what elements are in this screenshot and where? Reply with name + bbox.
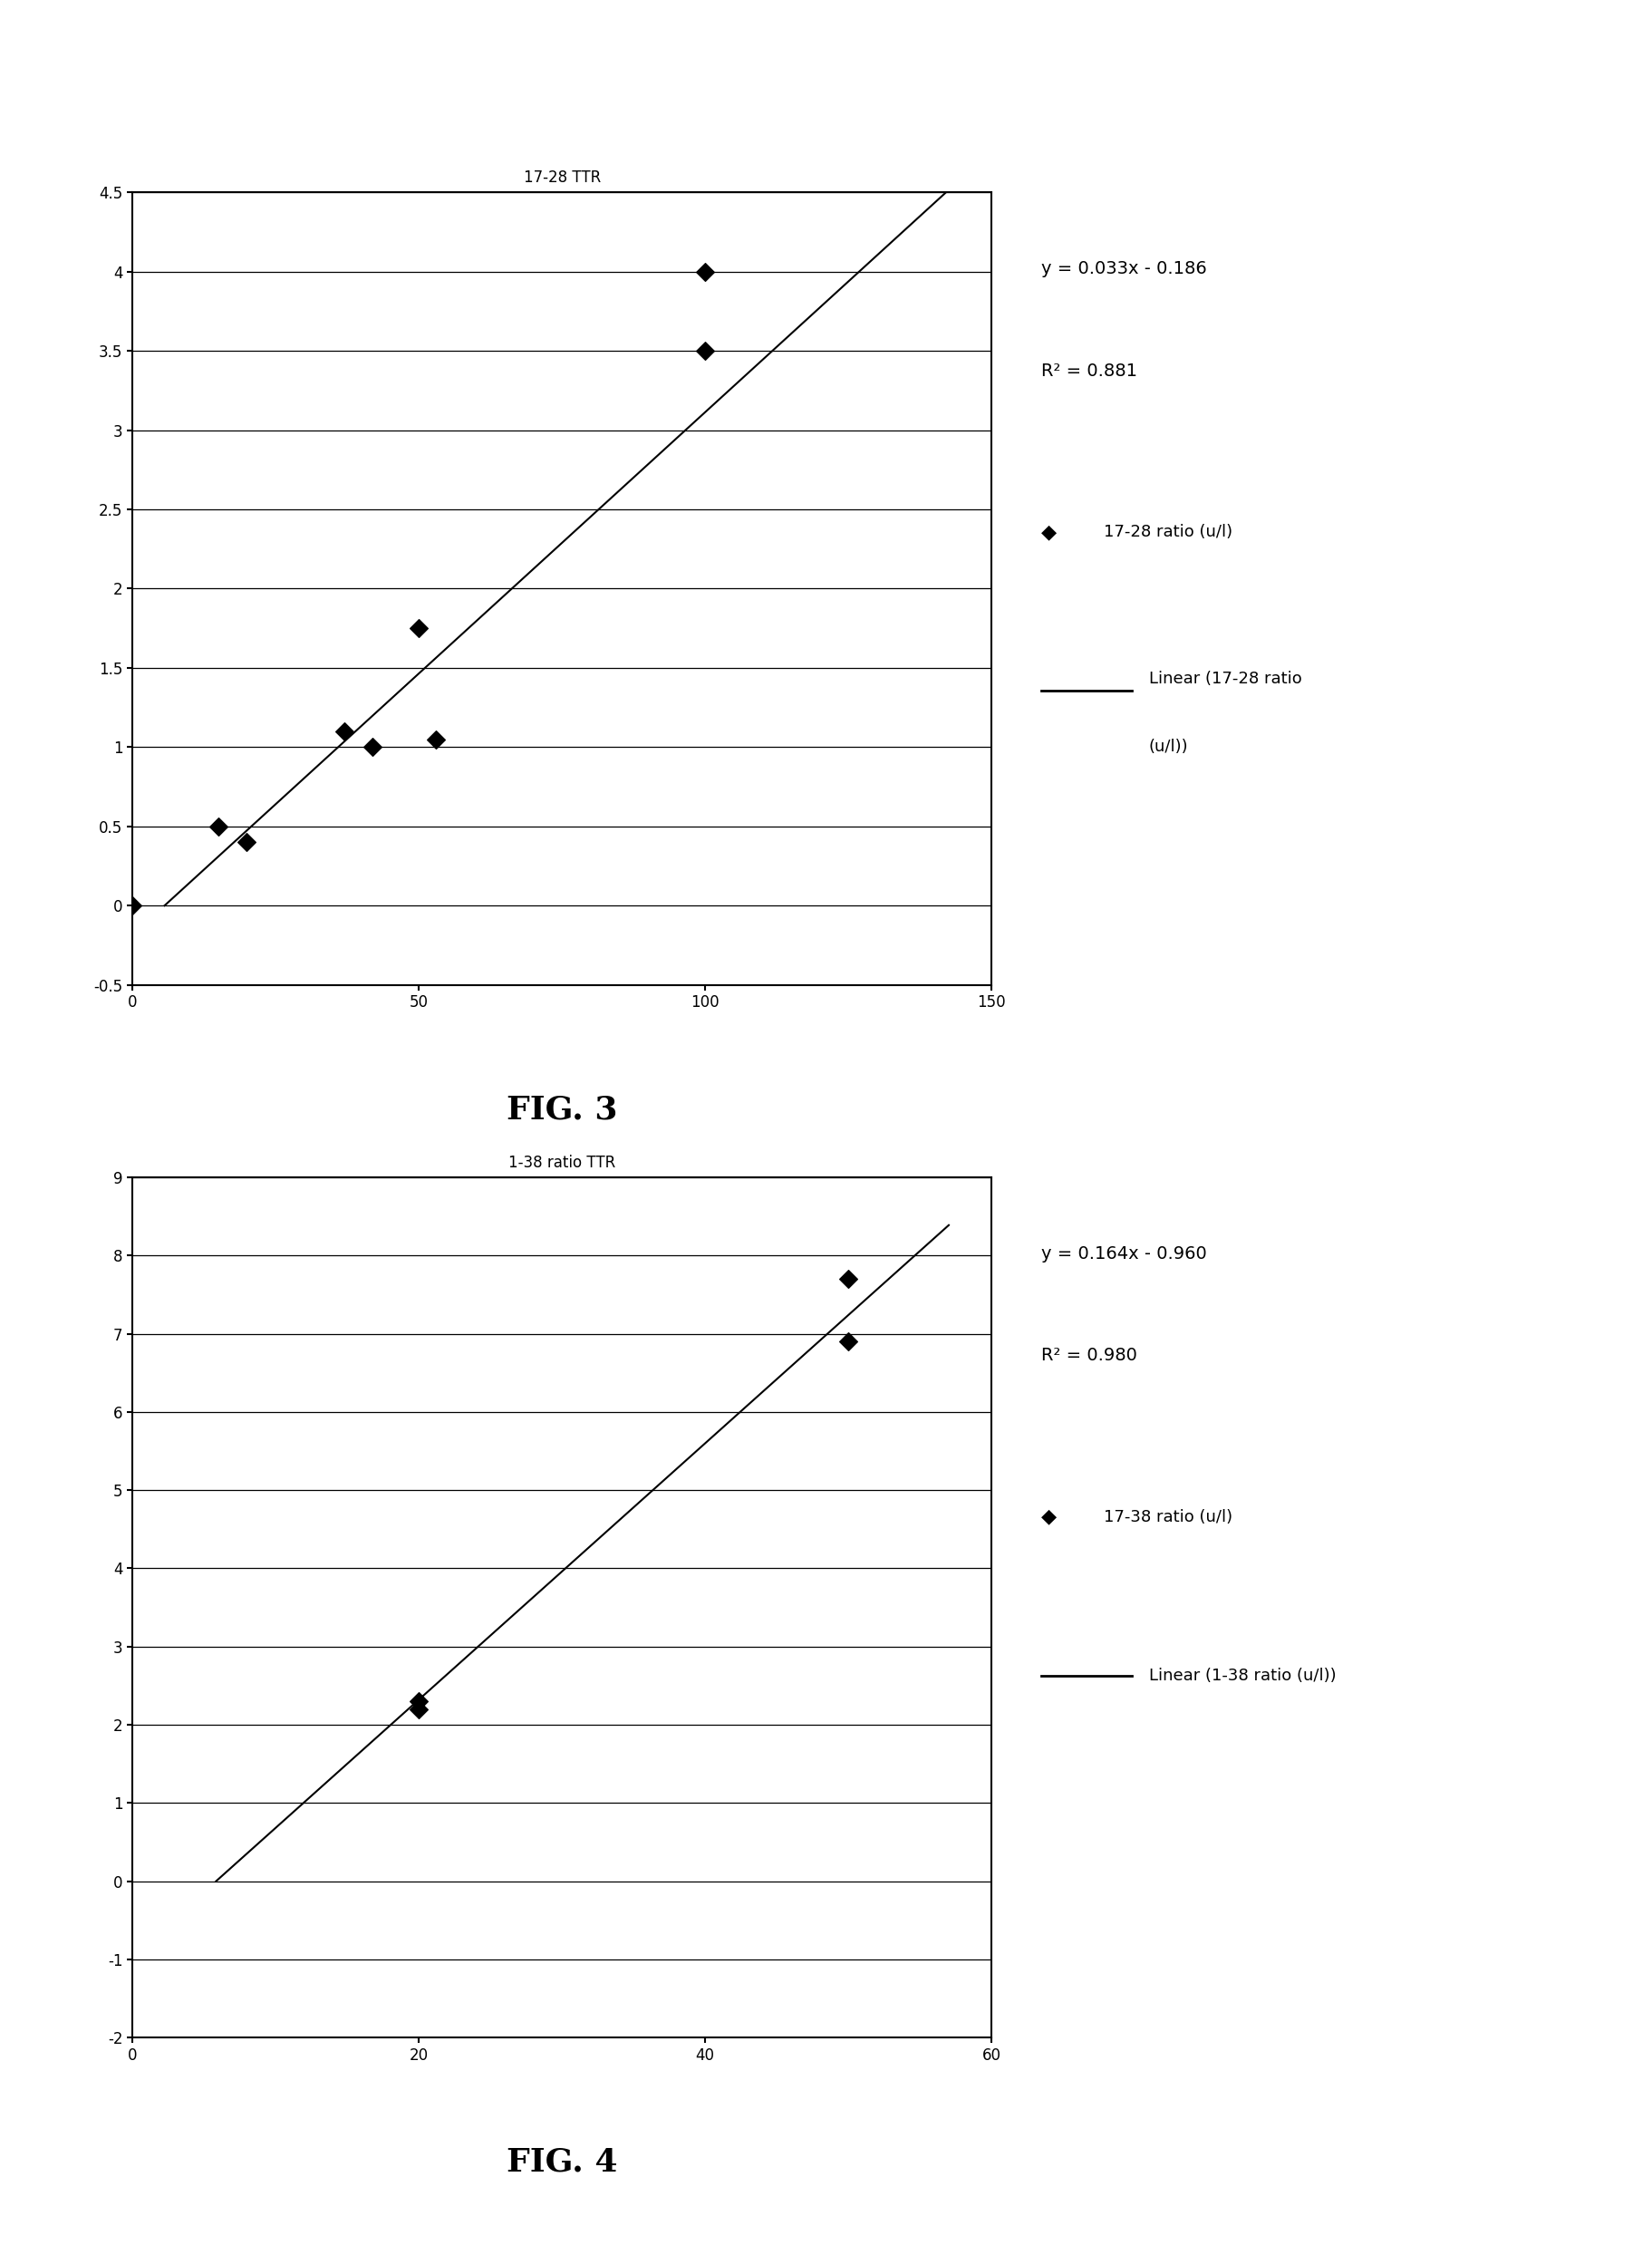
Point [119, 887, 145, 924]
Point [205, 808, 231, 844]
Point [233, 824, 259, 860]
Text: R² = 0.881: R² = 0.881 [1041, 362, 1137, 380]
Text: ◆: ◆ [1041, 1508, 1056, 1526]
Title: 1-38 ratio TTR: 1-38 ratio TTR [509, 1155, 615, 1170]
Point [834, 1324, 861, 1361]
Point [405, 611, 431, 648]
Point [834, 1261, 861, 1297]
Text: (u/l)): (u/l)) [1148, 738, 1188, 756]
Text: y = 0.033x - 0.186: y = 0.033x - 0.186 [1041, 260, 1206, 278]
Text: FIG. 4: FIG. 4 [506, 2146, 618, 2178]
Text: ◆: ◆ [1041, 523, 1056, 541]
Point [330, 713, 357, 749]
Point [423, 722, 449, 758]
Text: y = 0.164x - 0.960: y = 0.164x - 0.960 [1041, 1245, 1206, 1263]
Text: 17-28 ratio (u/l): 17-28 ratio (u/l) [1104, 523, 1232, 541]
Text: Linear (1-38 ratio (u/l)): Linear (1-38 ratio (u/l)) [1148, 1666, 1335, 1684]
Point [692, 333, 719, 369]
Text: FIG. 3: FIG. 3 [506, 1094, 618, 1125]
Text: 17-38 ratio (u/l): 17-38 ratio (u/l) [1104, 1508, 1232, 1526]
Title: 17-28 TTR: 17-28 TTR [524, 170, 600, 186]
Point [692, 254, 719, 290]
Text: R² = 0.980: R² = 0.980 [1041, 1347, 1137, 1365]
Point [360, 729, 387, 765]
Point [405, 1682, 431, 1718]
Point [405, 1691, 431, 1727]
Text: Linear (17-28 ratio: Linear (17-28 ratio [1148, 670, 1302, 688]
